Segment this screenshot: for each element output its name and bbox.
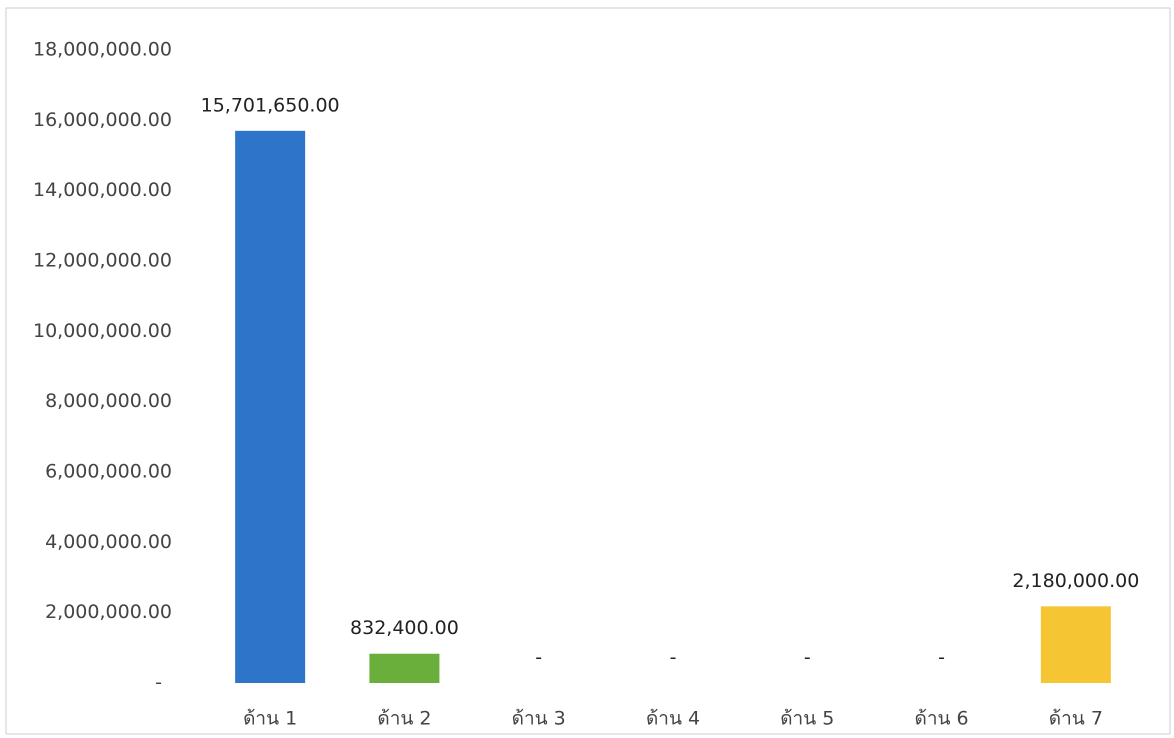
y-tick-label: 2,000,000.00	[45, 601, 172, 623]
y-tick-label: 16,000,000.00	[33, 109, 172, 131]
value-label: -	[938, 647, 945, 669]
bar	[1040, 606, 1111, 683]
bar	[369, 653, 440, 683]
value-label: 15,701,650.00	[201, 94, 340, 116]
x-tick-label: ด้าน 6	[915, 708, 969, 730]
x-tick-label: ด้าน 3	[512, 708, 566, 730]
value-label: -	[670, 647, 677, 669]
x-tick-label: ด้าน 1	[243, 708, 297, 730]
y-tick-label: 14,000,000.00	[33, 179, 172, 201]
chart-border	[5, 7, 1171, 735]
value-label: -	[804, 647, 811, 669]
y-tick-label: 18,000,000.00	[33, 39, 172, 61]
bar	[235, 130, 306, 683]
y-tick-label: 8,000,000.00	[45, 390, 172, 412]
y-tick-label: 10,000,000.00	[33, 320, 172, 342]
x-tick-label: ด้าน 2	[377, 708, 431, 730]
y-tick-label: -	[155, 672, 162, 694]
y-tick-label: 4,000,000.00	[45, 531, 172, 553]
y-tick-label: 12,000,000.00	[33, 250, 172, 272]
x-tick-label: ด้าน 5	[780, 708, 834, 730]
value-label: 2,180,000.00	[1012, 570, 1139, 592]
x-tick-label: ด้าน 7	[1049, 708, 1103, 730]
x-tick-label: ด้าน 4	[646, 708, 700, 730]
value-label: -	[535, 647, 542, 669]
value-label: 832,400.00	[350, 617, 459, 639]
y-tick-label: 6,000,000.00	[45, 461, 172, 483]
